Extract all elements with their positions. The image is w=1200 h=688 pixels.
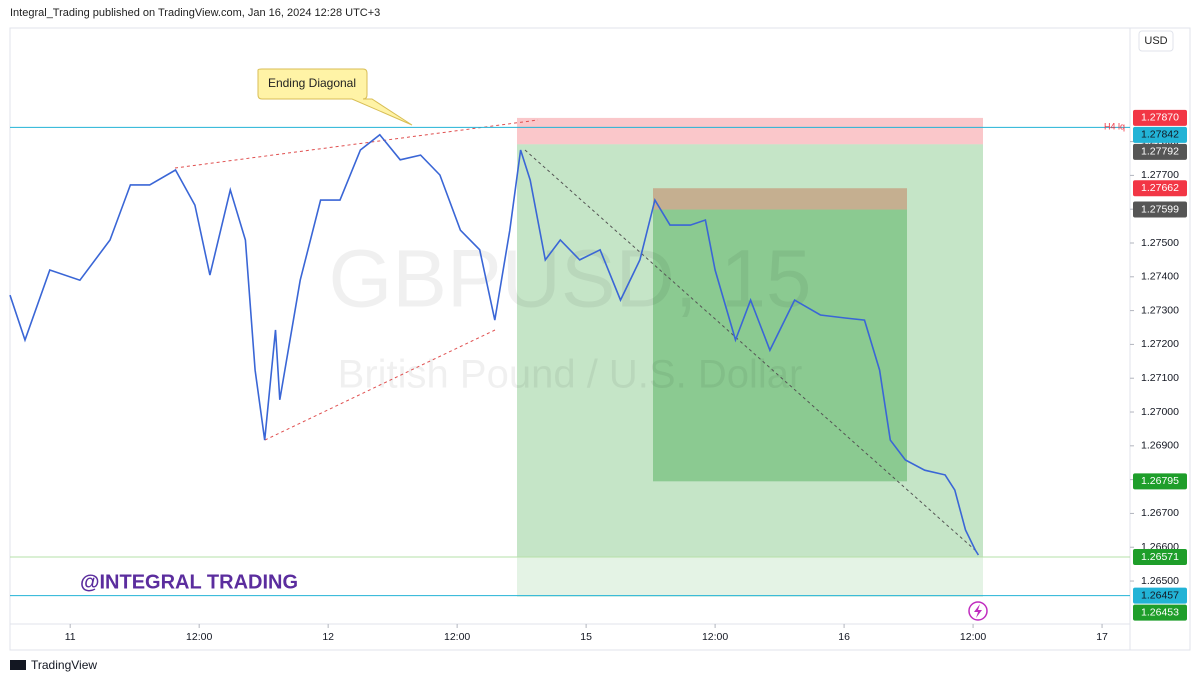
watermark-author: @INTEGRAL TRADING xyxy=(80,571,298,593)
inner-stop-zone xyxy=(653,188,907,210)
callout-text: Ending Diagonal xyxy=(268,76,356,90)
price-label: 1.27842 xyxy=(1141,129,1179,141)
price-label: 1.27662 xyxy=(1141,182,1179,194)
y-tick-label: 1.27700 xyxy=(1141,169,1179,181)
diagonal-line xyxy=(174,119,539,169)
price-label-box xyxy=(1133,109,1187,126)
x-tick-label: 16 xyxy=(838,631,850,643)
y-tick-label: 1.26900 xyxy=(1141,440,1179,452)
y-tick-label: 1.27500 xyxy=(1141,237,1179,249)
price-label-box xyxy=(1133,604,1187,621)
target-zone-extension xyxy=(517,557,983,597)
event-icon-bolt xyxy=(974,604,982,618)
logo xyxy=(10,660,26,670)
price-label-box xyxy=(1133,180,1187,197)
currency[interactable]: USD xyxy=(1144,35,1167,47)
zones xyxy=(517,117,983,597)
price-line xyxy=(9,133,980,556)
x-tick-label: 17 xyxy=(1096,631,1108,643)
watermark-symbol: GBPUSD, 15 xyxy=(328,234,811,325)
y-tick-label: 1.27100 xyxy=(1141,372,1179,384)
x-tick-label: 12:00 xyxy=(960,631,986,643)
y-tick-label: 1.26700 xyxy=(1141,507,1179,519)
diagonal-line xyxy=(264,329,496,441)
price-label-box xyxy=(1133,549,1187,566)
y-tick-label: 1.27000 xyxy=(1141,406,1179,418)
x-tick-label: 12:00 xyxy=(186,631,212,643)
y-tick-label: 1.27300 xyxy=(1141,304,1179,316)
x-tick-label: 12:00 xyxy=(702,631,728,643)
currency-box[interactable] xyxy=(1138,30,1174,52)
header: Integral_Trading published on TradingVie… xyxy=(10,7,380,19)
price-label: 1.27792 xyxy=(1141,146,1179,158)
trend-line xyxy=(524,149,976,551)
inner-target-zone xyxy=(653,209,907,482)
price-label: 1.26453 xyxy=(1141,606,1179,618)
price-label-box xyxy=(1133,473,1187,490)
stop-zone xyxy=(517,117,983,145)
x-tick-label: 15 xyxy=(580,631,592,643)
price-label-box xyxy=(1133,201,1187,218)
level-label: H4 lq xyxy=(1104,121,1125,131)
y-tick-label: 1.26500 xyxy=(1141,575,1179,587)
x-tick-label: 11 xyxy=(65,631,76,643)
price-label-box xyxy=(1133,126,1187,143)
y-tick-label: 1.27400 xyxy=(1141,271,1179,283)
watermark-description: British Pound / U.S. Dollar xyxy=(338,353,803,397)
plot xyxy=(9,126,1130,597)
frame xyxy=(9,27,1191,651)
price-label-box xyxy=(1133,143,1187,160)
x-tick-label: 12:00 xyxy=(444,631,470,643)
x-tick-label: 12 xyxy=(322,631,334,643)
price-label: 1.26457 xyxy=(1141,589,1179,601)
price-label: 1.27870 xyxy=(1141,112,1179,124)
callout xyxy=(257,68,413,126)
price-label: 1.26795 xyxy=(1141,475,1179,487)
price-label: 1.27599 xyxy=(1141,203,1179,215)
price-label: 1.26571 xyxy=(1141,551,1179,563)
footer: TradingView xyxy=(31,658,97,672)
y-tick-label: 1.27200 xyxy=(1141,338,1179,350)
price-label-box xyxy=(1133,587,1187,604)
